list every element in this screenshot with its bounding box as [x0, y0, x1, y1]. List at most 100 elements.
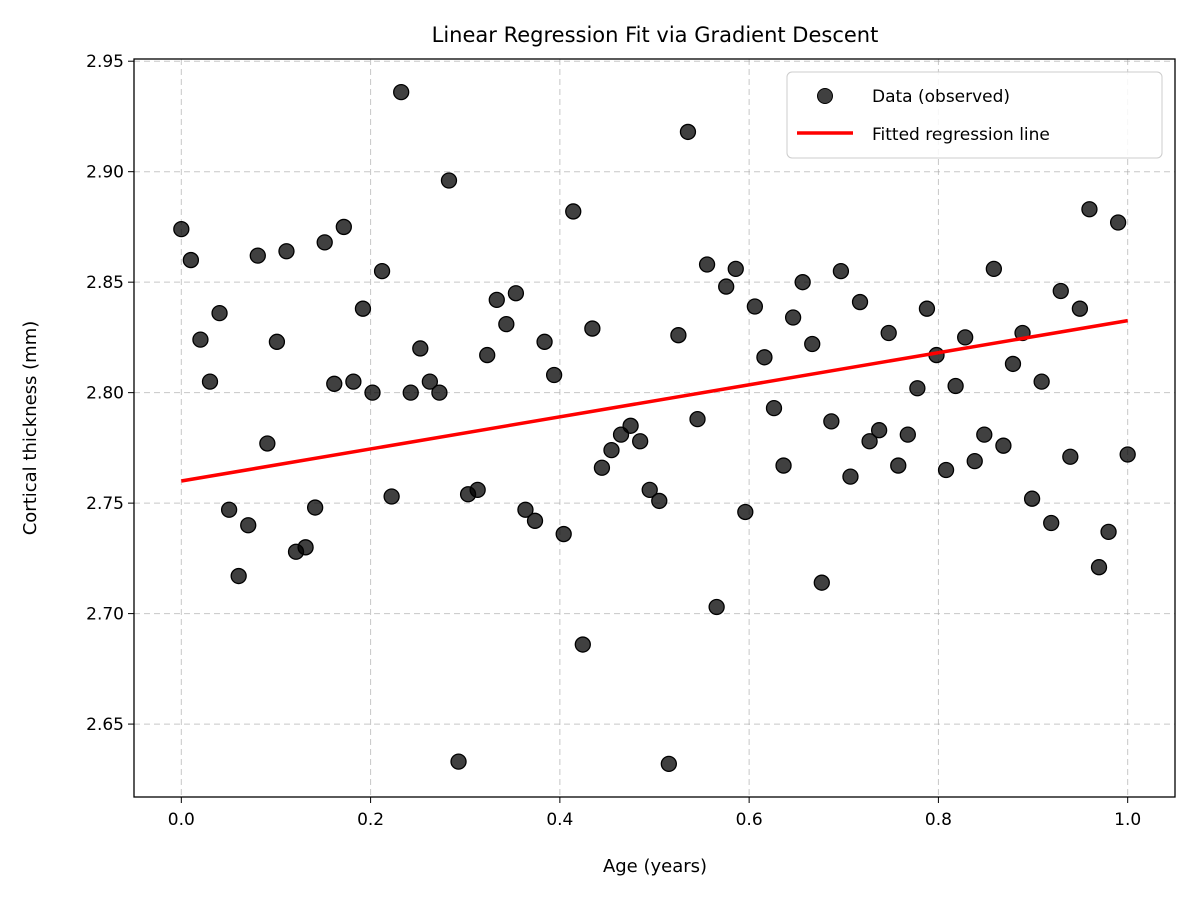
data-point: [1109, 214, 1127, 231]
data-point: [679, 123, 697, 141]
data-point: [1043, 514, 1060, 532]
data-point: [870, 422, 888, 439]
data-point: [746, 298, 764, 315]
data-point: [804, 335, 821, 353]
data-point: [727, 260, 744, 278]
data-point: [182, 251, 200, 269]
data-point: [880, 324, 897, 342]
data-point: [632, 433, 649, 450]
data-point: [259, 435, 276, 452]
data-point: [603, 441, 620, 459]
data-point: [1071, 300, 1089, 317]
data-point: [985, 260, 1003, 278]
data-point: [890, 457, 907, 474]
data-point: [412, 340, 429, 357]
legend-marker-data: [817, 88, 833, 104]
data-point: [899, 426, 916, 443]
data-point: [469, 481, 486, 499]
y-tick-label: 2.65: [86, 715, 124, 735]
legend: Data (observed) Fitted regression line: [786, 71, 1163, 159]
data-point: [507, 285, 525, 302]
data-point: [326, 375, 343, 392]
data-point: [364, 384, 381, 401]
data-point: [660, 755, 677, 773]
data-point: [431, 384, 448, 401]
x-tick-label: 0.6: [736, 810, 763, 830]
y-tick-label: 2.75: [86, 494, 124, 514]
data-point: [201, 373, 219, 390]
data-point: [335, 218, 352, 236]
data-point: [641, 481, 658, 499]
data-point: [966, 452, 983, 470]
x-tick-label: 0.8: [925, 810, 952, 830]
data-point: [1004, 355, 1022, 373]
data-point: [842, 468, 859, 485]
data-point: [526, 512, 544, 529]
data-point: [622, 417, 639, 434]
data-point: [249, 247, 266, 264]
chart-title: Linear Regression Fit via Gradient Desce…: [432, 23, 879, 47]
data-point: [823, 413, 840, 430]
data-point: [918, 300, 936, 317]
data-point: [689, 411, 706, 428]
data-point: [775, 457, 792, 474]
data-point: [517, 501, 534, 518]
data-point: [383, 488, 400, 505]
data-point: [1062, 448, 1079, 465]
data-point: [718, 278, 735, 295]
data-point: [1090, 559, 1108, 576]
data-point: [536, 333, 553, 350]
data-point: [268, 333, 286, 350]
data-point: [756, 349, 773, 366]
data-point: [555, 525, 572, 543]
x-tick-label: 0.4: [546, 810, 573, 830]
data-point: [1081, 201, 1098, 218]
data-point: [545, 366, 563, 384]
regression-line: [181, 318, 1128, 483]
data-point: [937, 461, 955, 479]
data-point: [306, 499, 324, 516]
data-point: [345, 373, 362, 390]
data-point: [698, 256, 716, 273]
data-point: [1033, 373, 1050, 390]
data-point: [947, 377, 964, 395]
data-point: [450, 753, 467, 770]
data-point: [479, 346, 496, 364]
data-point: [488, 291, 505, 308]
data-point: [211, 304, 228, 322]
data-point: [794, 274, 811, 291]
data-point: [220, 501, 238, 518]
x-tick-label: 0.0: [168, 810, 195, 830]
x-tick-label: 0.2: [357, 810, 384, 830]
data-point: [354, 300, 372, 317]
data-point: [593, 459, 611, 476]
data-point: [737, 503, 754, 521]
data-point: [784, 309, 802, 326]
y-tick-label: 2.85: [86, 273, 124, 293]
x-axis-label: Age (years): [603, 856, 707, 877]
data-point: [851, 293, 869, 311]
data-point: [240, 517, 257, 534]
data-point: [565, 203, 582, 220]
data-point: [393, 83, 410, 101]
data-point: [402, 384, 419, 401]
data-point: [861, 433, 878, 450]
y-tick-label: 2.70: [86, 605, 124, 625]
data-point: [316, 234, 333, 251]
data-point: [813, 574, 830, 591]
legend-label-line: Fitted regression line: [872, 125, 1050, 145]
legend-label-data: Data (observed): [872, 87, 1010, 107]
data-point: [976, 426, 993, 443]
plot-frame: [133, 58, 1176, 798]
data-point: [670, 327, 687, 344]
data-point: [278, 243, 295, 260]
y-tick-label: 2.95: [86, 52, 124, 72]
y-tick-label: 2.90: [86, 163, 124, 183]
data-point: [708, 598, 725, 616]
data-point: [765, 399, 783, 417]
data-point: [440, 172, 458, 189]
data-point: [1023, 490, 1041, 507]
data-point: [651, 492, 668, 510]
data-point: [909, 380, 926, 397]
